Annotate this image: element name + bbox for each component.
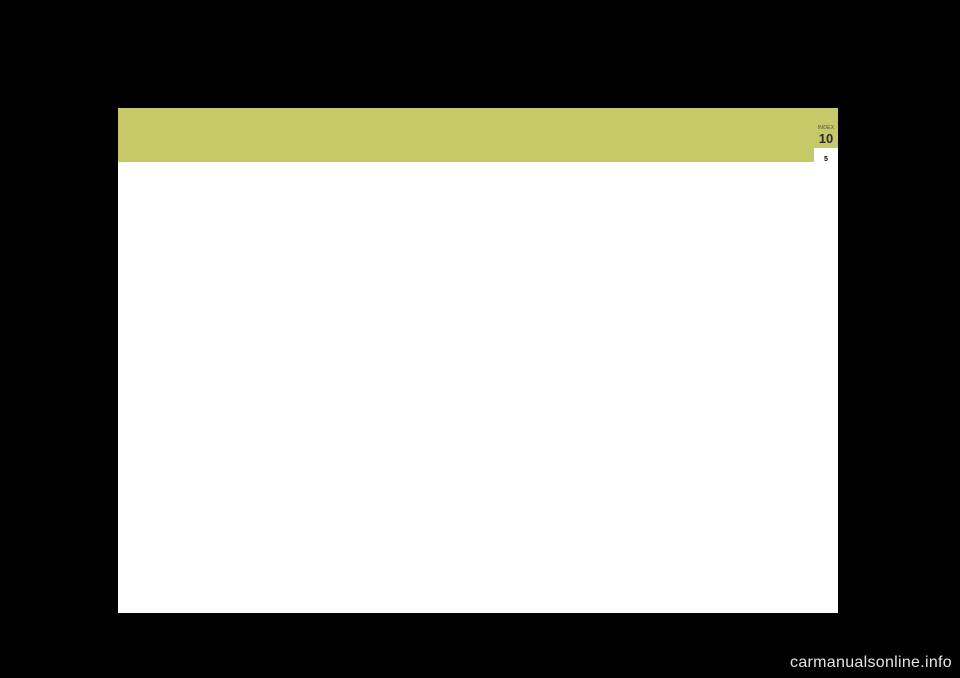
- section-header-band: [118, 108, 814, 162]
- page-number: 5: [824, 156, 828, 163]
- chapter-number: 10: [819, 132, 833, 145]
- chapter-tab-upper: INDEX 10: [814, 108, 838, 148]
- chapter-tab: INDEX 10 5: [814, 108, 838, 182]
- watermark-text: carmanualsonline.info: [790, 654, 952, 672]
- chapter-tab-lower: 5: [814, 148, 838, 170]
- manual-page: INDEX 10 5: [118, 108, 838, 613]
